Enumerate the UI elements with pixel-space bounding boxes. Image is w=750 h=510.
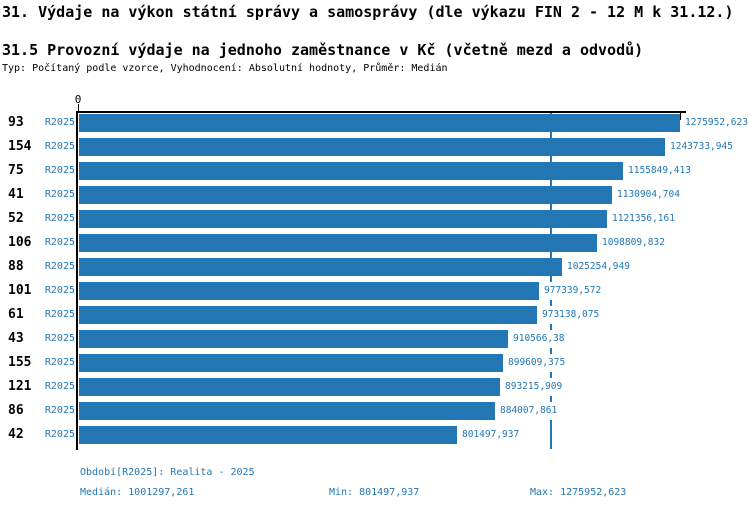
row-series-label: R2025 (44, 237, 75, 248)
row-category-label: 121 (8, 379, 32, 394)
bar-value-label: 899609,375 (506, 354, 568, 372)
axis-origin-label: 0 (74, 93, 82, 106)
row-series-label: R2025 (44, 213, 75, 224)
bar-value-label: 1098809,832 (600, 234, 667, 252)
row-series-label: R2025 (44, 405, 75, 416)
row-series-label: R2025 (44, 261, 75, 272)
bar (79, 186, 612, 204)
row-category-label: 43 (8, 331, 24, 346)
bar-value-label: 973138,075 (540, 306, 602, 324)
bar-value-label: 801497,937 (460, 426, 522, 444)
row-category-label: 88 (8, 259, 24, 274)
row-category-label: 155 (8, 355, 32, 370)
row-category-label: 101 (8, 283, 32, 298)
chart-subtitle: 31.5 Provozní výdaje na jednoho zaměstna… (2, 41, 644, 59)
bar (79, 258, 562, 276)
bar (79, 138, 665, 156)
x-axis-line (77, 111, 686, 113)
row-category-label: 61 (8, 307, 24, 322)
row-series-label: R2025 (44, 429, 75, 440)
footer-max: Max: 1275952,623 (530, 487, 627, 498)
bar (79, 114, 680, 132)
row-series-label: R2025 (44, 165, 75, 176)
row-category-label: 93 (8, 115, 24, 130)
bar (79, 402, 495, 420)
bar-value-label: 1025254,949 (565, 258, 632, 276)
bar (79, 426, 457, 444)
footer-median: Medián: 1001297,261 (80, 487, 195, 498)
bar-value-label: 884007,861 (498, 402, 560, 420)
bar-value-label: 1130904,704 (615, 186, 682, 204)
row-series-label: R2025 (44, 117, 75, 128)
row-series-label: R2025 (44, 285, 75, 296)
footer-period: Období[R2025]: Realita - 2025 (80, 467, 255, 478)
row-series-label: R2025 (44, 189, 75, 200)
row-category-label: 75 (8, 163, 24, 178)
row-series-label: R2025 (44, 309, 75, 320)
chart-meta-line: Typ: Počítaný podle vzorce, Vyhodnocení:… (2, 63, 448, 74)
bar (79, 306, 537, 324)
bar-value-label: 910566,38 (511, 330, 567, 348)
bar (79, 378, 500, 396)
bar-value-label: 1275952,623 (683, 114, 750, 132)
bar-value-label: 893215,909 (503, 378, 565, 396)
row-category-label: 52 (8, 211, 24, 226)
bar (79, 234, 597, 252)
row-series-label: R2025 (44, 141, 75, 152)
bar (79, 354, 503, 372)
axis-origin-tick (78, 104, 79, 112)
bar (79, 162, 623, 180)
row-series-label: R2025 (44, 357, 75, 368)
axis-max-tick (680, 113, 681, 120)
y-axis-line (76, 111, 78, 450)
row-category-label: 106 (8, 235, 32, 250)
bar-value-label: 977339,572 (542, 282, 604, 300)
row-series-label: R2025 (44, 333, 75, 344)
bar-value-label: 1121356,161 (610, 210, 677, 228)
page-title: 31. Výdaje na výkon státní správy a samo… (2, 3, 734, 21)
bar-value-label: 1155849,413 (626, 162, 693, 180)
row-category-label: 41 (8, 187, 24, 202)
bar-value-label: 1243733,945 (668, 138, 735, 156)
bar (79, 210, 607, 228)
row-category-label: 154 (8, 139, 32, 154)
footer-min: Min: 801497,937 (329, 487, 420, 498)
median-line (550, 113, 552, 449)
row-category-label: 42 (8, 427, 24, 442)
row-series-label: R2025 (44, 381, 75, 392)
row-category-label: 86 (8, 403, 24, 418)
bar (79, 330, 508, 348)
bar (79, 282, 539, 300)
